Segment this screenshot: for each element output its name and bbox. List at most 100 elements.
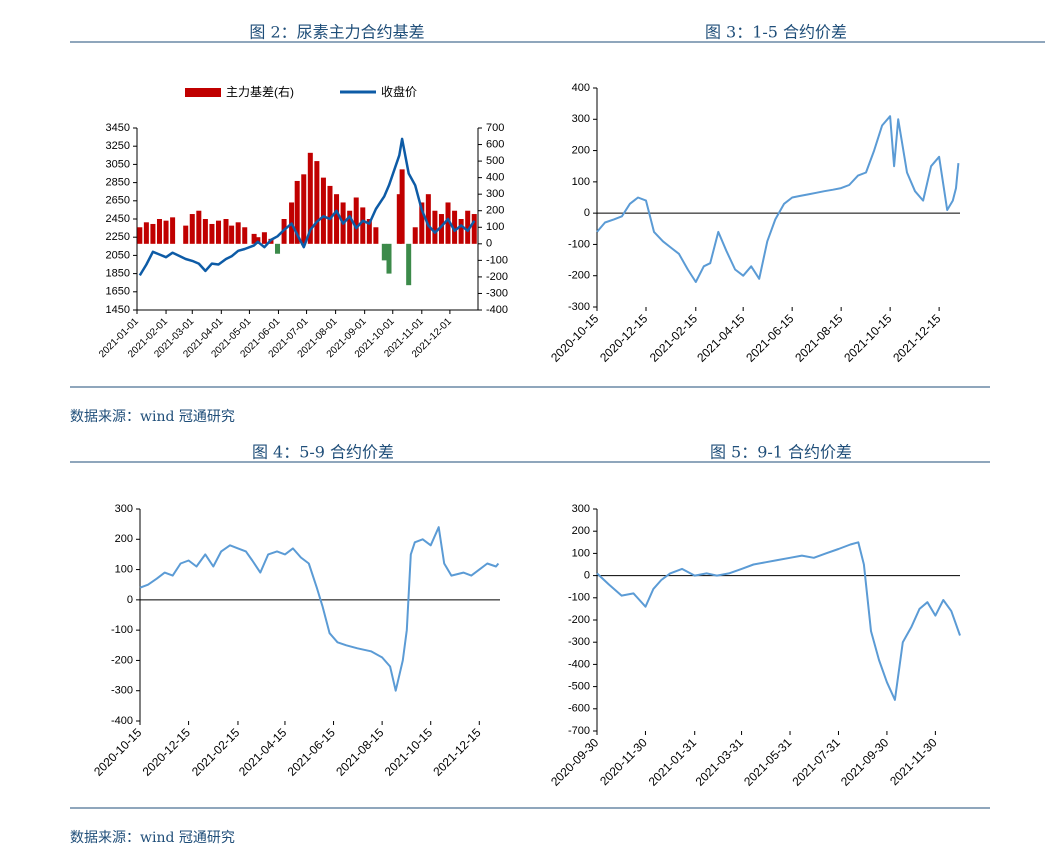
bar (229, 225, 235, 244)
y2-tick-label: -100 (486, 254, 508, 266)
y-tick-label: -100 (568, 238, 590, 250)
y-tick-label: 0 (127, 594, 133, 606)
y-tick-label: -200 (568, 270, 590, 282)
x-tick-label: 2020-10-15 (548, 311, 602, 365)
bar (399, 169, 405, 244)
bar (301, 174, 307, 244)
legend-label: 主力基差(右) (226, 84, 294, 99)
y2-tick-label: 100 (486, 221, 504, 233)
bar (412, 227, 418, 244)
y-tick-label: 400 (572, 82, 590, 94)
y2-tick-label: 200 (486, 205, 504, 217)
x-tick-label: 2021-06-15 (285, 725, 339, 779)
bar (261, 232, 267, 244)
bar (307, 152, 313, 244)
bar (425, 194, 431, 244)
x-tick-label: 2020-09-30 (548, 735, 602, 789)
y-tick-label: -600 (568, 703, 590, 715)
bar (235, 222, 241, 244)
bar (438, 214, 444, 244)
chart-title: 图 4：5-9 合约价差 (252, 443, 394, 462)
x-tick-label: 2021-03-31 (693, 735, 747, 789)
x-tick-label: 2021-08-15 (792, 311, 846, 365)
bar (156, 219, 162, 244)
bar (196, 210, 202, 244)
bar (386, 243, 392, 274)
y-tick-label: 2050 (106, 249, 130, 261)
x-tick-label: 2021-11-30 (887, 735, 940, 788)
y2-tick-label: -400 (486, 304, 508, 316)
bar (396, 194, 402, 244)
y2-tick-label: 500 (486, 155, 504, 167)
line (138, 137, 476, 277)
y2-tick-label: 0 (486, 238, 492, 250)
y-tick-label: -100 (111, 624, 133, 636)
y2-tick-label: 700 (486, 122, 504, 134)
legend-label: 收盘价 (381, 84, 417, 99)
bar (314, 161, 320, 244)
y-tick-label: 1450 (106, 304, 130, 316)
y-tick-label: 2250 (106, 231, 130, 243)
x-tick-label: 2020-12-15 (140, 725, 194, 779)
line (596, 115, 960, 283)
x-tick-label: 2020-10-15 (91, 725, 145, 779)
bar (360, 207, 366, 244)
bar (419, 202, 425, 244)
line (596, 541, 961, 701)
x-tick-label: 2021-08-15 (333, 725, 387, 779)
source-note: 数据来源：wind 冠通研究 (70, 409, 235, 425)
y-tick-label: 100 (572, 547, 590, 559)
bar (170, 217, 176, 244)
y-tick-label: -500 (568, 681, 590, 693)
bar (275, 243, 281, 254)
y-tick-label: 300 (572, 113, 590, 125)
bar (366, 219, 372, 244)
y-tick-label: -400 (568, 658, 590, 670)
y-tick-label: 100 (572, 176, 590, 188)
y-tick-label: 200 (115, 533, 133, 545)
bar (445, 202, 451, 244)
bar (215, 220, 222, 244)
source-note: 数据来源：wind 冠通研究 (70, 830, 235, 846)
y-tick-label: 1650 (106, 286, 130, 298)
bar (223, 219, 229, 244)
y-tick-label: 3050 (106, 158, 130, 170)
x-tick-label: 2021-12-15 (890, 311, 944, 365)
bar (452, 210, 458, 244)
y-tick-label: 300 (115, 503, 133, 515)
bar (143, 222, 149, 244)
bar (202, 219, 208, 244)
y-tick-label: 0 (584, 207, 590, 219)
y2-tick-label: -200 (486, 271, 508, 283)
bar (209, 223, 215, 244)
bar (406, 243, 412, 286)
bar (163, 220, 169, 244)
y-tick-label: 0 (584, 570, 590, 582)
legend-swatch (185, 88, 221, 97)
bar (150, 223, 156, 244)
y-tick-label: 300 (572, 503, 590, 515)
x-tick-label: 2021-06-15 (743, 311, 797, 365)
x-tick-label: 2021-09-30 (838, 735, 892, 789)
y-tick-label: -300 (111, 685, 133, 697)
y-tick-label: -300 (568, 636, 590, 648)
bar (381, 243, 387, 261)
bar (183, 225, 189, 244)
bar (432, 210, 438, 244)
bar (465, 210, 471, 244)
x-tick-label: 2021-10-15 (841, 311, 895, 365)
y-tick-label: 2850 (106, 177, 130, 189)
bar (471, 214, 477, 244)
bar (373, 227, 379, 244)
chart-title: 图 2：尿素主力合约基差 (249, 23, 424, 42)
y2-tick-label: 300 (486, 188, 504, 200)
line (139, 526, 500, 692)
bar (458, 219, 464, 244)
x-tick-label: 2021-04-15 (236, 725, 290, 779)
bar (242, 227, 248, 244)
y-tick-label: -700 (568, 725, 590, 737)
y-tick-label: 200 (572, 144, 590, 156)
x-tick-label: 2021-12-15 (430, 725, 484, 779)
bar (251, 233, 257, 244)
